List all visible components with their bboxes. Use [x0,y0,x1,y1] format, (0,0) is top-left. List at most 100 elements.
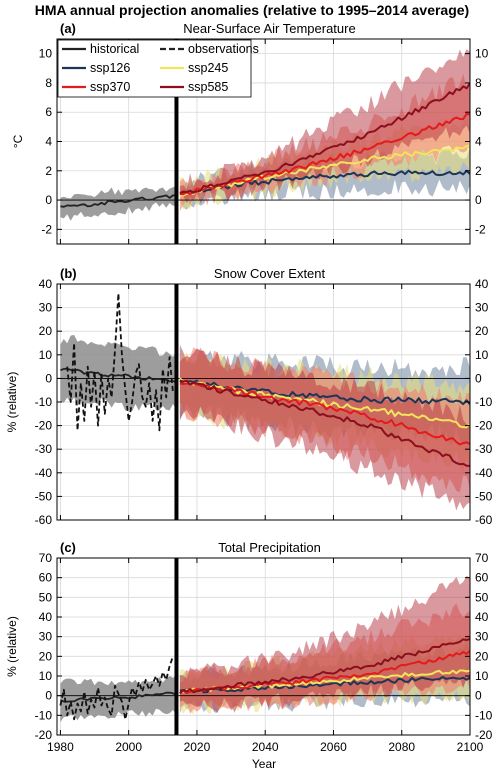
x-tick-label: 2040 [252,740,279,754]
panel-frame [56,557,471,736]
y-tick-label-right: 0 [475,371,482,385]
y-tick-label-right: -10 [475,395,493,409]
y-tick-label-left: 10 [39,669,53,683]
y-tick-label-left: -20 [35,419,53,433]
historical-line [60,367,177,383]
y-tick-label-right: -2 [475,222,486,236]
x-tick-label: 2100 [457,740,484,754]
y-tick-label-left: 0 [45,689,52,703]
legend-box [57,39,252,98]
historical-line [60,691,177,703]
panels: -2 -20 02 24 46 68 810 10(a) Near-Surface Air Te… [5,21,493,754]
y-tick-label-right: 10 [475,348,489,362]
y-tick-label-right: -20 [475,728,493,742]
y-tick-label-left: 6 [45,105,52,119]
panel-label: (b) [60,266,77,281]
legend-label-ssp126: ssp126 [90,61,130,75]
y-tick-label-left: 8 [45,76,52,90]
legend-label-ssp370: ssp370 [90,80,130,94]
ssp585-line [179,82,470,194]
legend: historical observations ssp126 ssp245 ssp370… [57,39,259,98]
ssp585-line [179,379,470,467]
x-axis-label: Year [252,757,276,771]
y-tick-label-left: -30 [35,442,53,456]
y-tick-label-left: 0 [45,371,52,385]
plot-area [57,39,470,244]
y-tick-label-right: -20 [475,419,493,433]
y-tick-label-left: 60 [39,571,53,585]
y-tick-label-left: 30 [39,301,53,315]
y-tick-label-left: 2 [45,164,52,178]
y-tick-label-left: -2 [41,222,52,236]
plot-area [57,558,470,735]
y-tick-label-right: -60 [475,513,493,527]
y-tick-label-left: -20 [35,728,53,742]
panel-title: Snow Cover Extent [214,266,326,281]
y-tick-label-right: 0 [475,193,482,207]
y-tick-label-right: 2 [475,164,482,178]
ssp370-line [179,382,470,446]
x-tick-label: 2060 [320,740,347,754]
y-tick-label-left: 20 [39,649,53,663]
y-tick-label-right: 10 [475,669,489,683]
observations-line [66,292,174,432]
panel-1: -2 -2 0 0 2 2 4 4 6 6 8 8 10 10 (a) Near-Surface Air Te… [11,21,489,245]
ssp585-line [179,637,470,695]
y-tick-label-right: 10 [475,47,489,61]
y-tick-label-left: -10 [35,395,53,409]
y-tick-label-left: 20 [39,324,53,338]
panel-label: (c) [60,540,76,555]
ssp585-band [179,49,470,204]
y-tick-label-right: -10 [475,708,493,722]
panel-label: (a) [60,21,76,36]
y-tick-label-left: 30 [39,630,53,644]
ssp126-line [179,676,470,694]
panel-title: Near-Surface Air Temperature [183,21,355,36]
y-tick-label-left: 40 [39,610,53,624]
y-tick-label-right: 70 [475,551,489,565]
y-tick-label-left: -60 [35,513,53,527]
y-tick-label-left: 0 [45,193,52,207]
observations-line [59,656,174,721]
y-tick-label-right: 0 [475,689,482,703]
y-tick-label-right: 20 [475,324,489,338]
y-tick-label-right: 50 [475,590,489,604]
y-tick-label-right: 60 [475,571,489,585]
x-tick-label: 1980 [47,740,74,754]
panel-2: -60 -60 -50 -50 -40 -40 -30 -30 -20 -20 -10 -10 0 0 10… [5,266,493,527]
y-tick-label-right: -40 [475,466,493,480]
panel-title: Total Precipitation [218,540,321,555]
ssp245-line [179,669,470,694]
y-axis-label: % (relative) [5,616,19,677]
y-tick-label-right: 20 [475,649,489,663]
x-tick-label: 2080 [388,740,415,754]
y-tick-label-right: 40 [475,277,489,291]
figure-title: HMA annual projection anomalies (relativ… [35,2,469,18]
historical-line [60,194,177,208]
y-tick-label-left: -50 [35,489,53,503]
y-tick-label-right: -30 [475,442,493,456]
y-tick-label-left: 10 [39,47,53,61]
y-tick-label-left: -40 [35,466,53,480]
ssp126-line [179,169,470,195]
historical-band [60,186,177,221]
x-tick-label: 2020 [184,740,211,754]
y-tick-label-left: -10 [35,708,53,722]
y-tick-label-left: 70 [39,551,53,565]
plot-area [57,284,470,520]
legend-label-observations: observations [188,42,259,56]
y-axis-label: % (relative) [5,372,19,433]
y-tick-label-left: 40 [39,277,53,291]
ssp585-band [179,575,470,713]
historical-band [60,334,177,412]
y-tick-label-right: 30 [475,630,489,644]
y-axis-label: °C [11,134,25,148]
y-tick-label-left: 4 [45,135,52,149]
y-tick-label-left: 10 [39,348,53,362]
y-tick-label-right: 8 [475,76,482,90]
y-tick-label-right: 4 [475,135,482,149]
y-tick-label-left: 50 [39,590,53,604]
legend-label-ssp585: ssp585 [188,80,228,94]
